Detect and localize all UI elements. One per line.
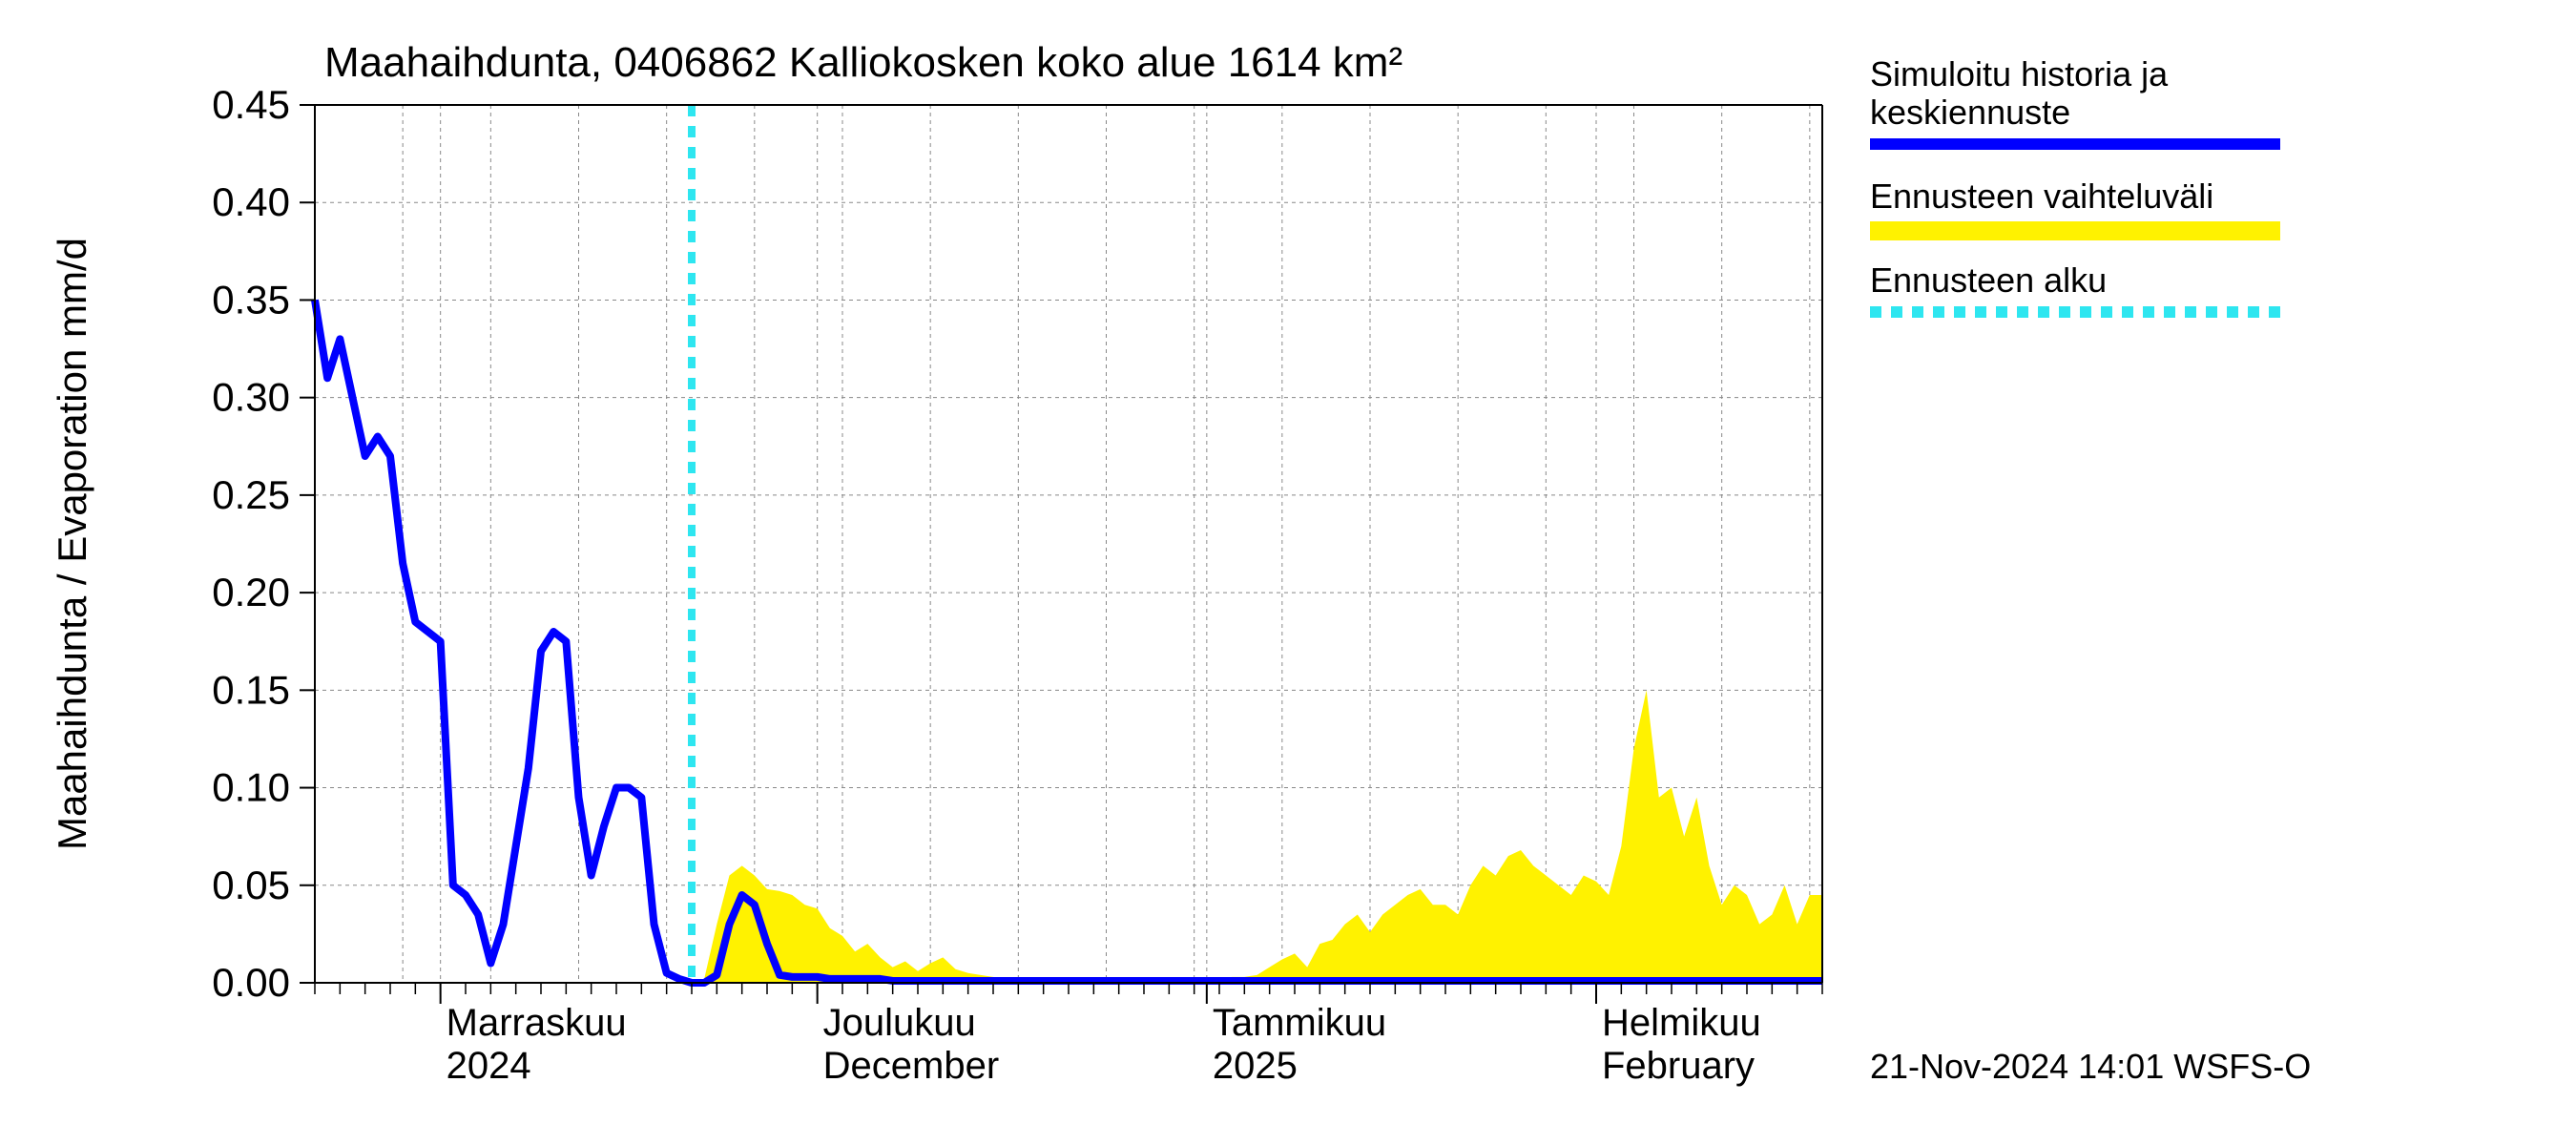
month-label-top: Tammikuu: [1213, 1002, 1386, 1044]
ytick-label: 0.20: [212, 570, 290, 614]
month-label-bottom: December: [823, 1045, 1000, 1087]
month-label-top: Marraskuu: [447, 1002, 627, 1044]
legend-label: Ennusteen alku: [1870, 260, 2107, 300]
ytick-label: 0.00: [212, 960, 290, 1005]
legend-label: Ennusteen vaihteluväli: [1870, 177, 2213, 216]
ytick-label: 0.40: [212, 179, 290, 224]
month-label-bottom: February: [1602, 1045, 1755, 1087]
ytick-label: 0.35: [212, 277, 290, 322]
month-label-top: Joulukuu: [823, 1002, 976, 1044]
chart-container: 0.00 0.05 0.10 0.15 0.20 0.25 0.30 0.35 0.40 0.45…: [0, 0, 2576, 1145]
legend-label: Simuloitu historia ja: [1870, 54, 2169, 94]
month-label-top: Helmikuu: [1602, 1002, 1761, 1044]
ytick-label: 0.10: [212, 765, 290, 810]
ytick-label: 0.45: [212, 82, 290, 127]
month-label-bottom: 2025: [1213, 1045, 1298, 1087]
ytick-label: 0.15: [212, 667, 290, 712]
month-label-bottom: 2024: [447, 1045, 531, 1087]
ytick-label: 0.30: [212, 375, 290, 420]
legend-label: keskiennuste: [1870, 93, 2070, 132]
y-axis-label: Maahaihdunta / Evaporation mm/d: [50, 238, 94, 850]
ytick-label: 0.05: [212, 863, 290, 907]
chart-svg: 0.00 0.05 0.10 0.15 0.20 0.25 0.30 0.35 0.40 0.45…: [0, 0, 2576, 1145]
ytick-label: 0.25: [212, 472, 290, 517]
chart-title: Maahaihdunta, 0406862 Kalliokosken koko …: [324, 39, 1402, 86]
footer-timestamp: 21-Nov-2024 14:01 WSFS-O: [1870, 1047, 2311, 1086]
legend-swatch: [1870, 221, 2280, 240]
forecast-band: [692, 690, 1822, 983]
